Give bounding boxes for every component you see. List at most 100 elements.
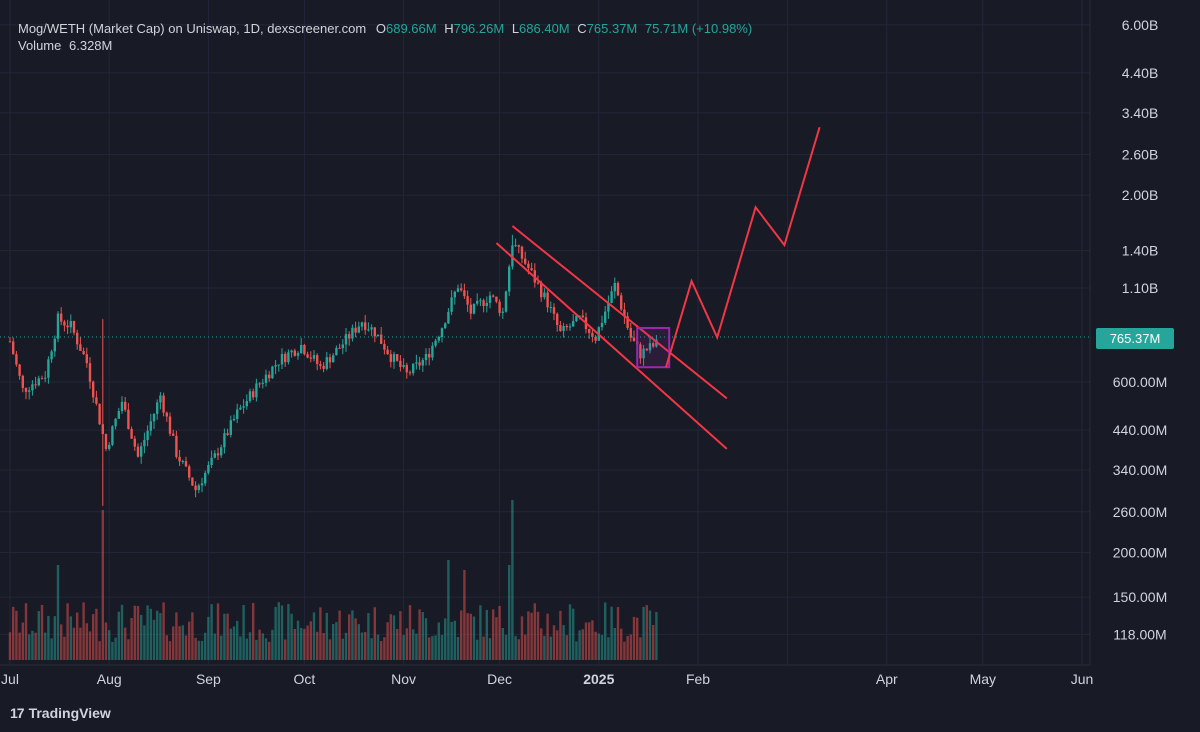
volume-bar bbox=[287, 604, 290, 660]
candle bbox=[309, 351, 312, 363]
x-tick-label: Jun bbox=[1071, 671, 1094, 687]
volume-bar bbox=[655, 611, 658, 660]
channel-line[interactable] bbox=[511, 225, 728, 400]
volume-bar bbox=[332, 623, 335, 660]
volume-bar bbox=[133, 605, 136, 660]
x-axis[interactable]: Jul Aug Sep Oct Nov Dec 2025 Feb Apr May Jun bbox=[0, 664, 1094, 687]
candle bbox=[92, 380, 95, 403]
volume-bar bbox=[271, 629, 274, 660]
candle bbox=[156, 399, 159, 420]
volume-bar bbox=[117, 611, 120, 660]
volume-bar bbox=[213, 633, 216, 660]
volume-bar bbox=[412, 629, 415, 660]
volume-bar bbox=[431, 636, 434, 660]
volume-label: Volume bbox=[18, 38, 62, 53]
candle bbox=[463, 283, 466, 299]
candle bbox=[559, 320, 562, 332]
volume-bar bbox=[389, 614, 392, 660]
candle bbox=[335, 345, 338, 356]
y-tick-label: 440.00M bbox=[1113, 422, 1167, 438]
candle bbox=[146, 425, 149, 447]
volume-bar bbox=[92, 614, 95, 660]
candle bbox=[255, 378, 258, 402]
candle bbox=[616, 281, 620, 297]
volume-bar bbox=[12, 606, 15, 660]
volume-bar bbox=[101, 510, 104, 660]
candle bbox=[207, 461, 210, 475]
candle bbox=[108, 442, 111, 451]
volume-bar bbox=[156, 610, 159, 660]
candle bbox=[367, 322, 370, 332]
candle bbox=[399, 355, 402, 372]
volume-bar bbox=[511, 500, 514, 660]
candle bbox=[165, 411, 168, 422]
candle bbox=[303, 343, 306, 356]
volume-bar bbox=[501, 627, 504, 660]
candle bbox=[296, 351, 300, 360]
volume-bar bbox=[79, 627, 82, 660]
candle bbox=[357, 321, 360, 334]
volume-bar bbox=[216, 603, 220, 660]
volume-bar bbox=[146, 605, 149, 660]
volume-bar bbox=[28, 634, 31, 660]
volume-bar bbox=[44, 632, 47, 660]
candle bbox=[620, 292, 623, 312]
volume-bar bbox=[18, 632, 21, 660]
tradingview-icon: 17 bbox=[10, 705, 25, 721]
candle bbox=[258, 382, 261, 388]
tradingview-logo[interactable]: 17 TradingView bbox=[10, 705, 111, 721]
volume-bar bbox=[8, 632, 12, 660]
volume-bar bbox=[648, 610, 652, 660]
candle bbox=[588, 328, 591, 339]
volume-bar bbox=[200, 640, 204, 660]
volume-bar bbox=[546, 613, 549, 660]
volume-bar bbox=[428, 637, 431, 660]
candle bbox=[66, 319, 69, 335]
candle bbox=[229, 415, 232, 438]
candle bbox=[344, 328, 348, 352]
channel-line[interactable] bbox=[495, 242, 728, 450]
candle bbox=[117, 407, 120, 419]
volume-bar bbox=[152, 619, 156, 660]
volume-bar bbox=[629, 634, 632, 660]
projection-path[interactable] bbox=[665, 126, 821, 368]
volume-bar bbox=[492, 609, 495, 660]
volume-bar bbox=[319, 607, 322, 660]
candle bbox=[56, 311, 60, 343]
candle bbox=[194, 481, 197, 498]
volume-bar bbox=[584, 622, 588, 660]
y-axis[interactable]: 6.00B 4.40B 3.40B 2.60B 2.00B 1.40B 1.10B 600.0… bbox=[1089, 0, 1167, 665]
consolidation-box[interactable] bbox=[636, 326, 671, 369]
candle bbox=[300, 337, 303, 354]
volume-bar bbox=[37, 611, 40, 660]
volume-bar bbox=[380, 641, 383, 660]
close-label: C bbox=[577, 21, 587, 36]
volume-bar bbox=[338, 610, 341, 660]
volume-bar bbox=[111, 641, 114, 660]
candle bbox=[626, 312, 629, 330]
candle bbox=[223, 428, 226, 454]
candle bbox=[232, 414, 236, 422]
low-value: 686.40M bbox=[519, 21, 570, 36]
volume-bar bbox=[284, 639, 287, 660]
volume-bar bbox=[21, 622, 24, 660]
candle bbox=[485, 296, 488, 313]
candle bbox=[376, 334, 380, 337]
volume-bar bbox=[178, 626, 181, 660]
volume-bar bbox=[168, 641, 172, 660]
volume-bar bbox=[72, 627, 76, 660]
candle bbox=[383, 339, 386, 355]
volume-bar bbox=[53, 616, 56, 660]
candle bbox=[319, 360, 322, 370]
volume-bar bbox=[95, 608, 98, 660]
symbol-title[interactable]: Mog/WETH (Market Cap) on Uniswap, 1D, de… bbox=[18, 21, 367, 36]
candle bbox=[421, 357, 424, 372]
legend: Mog/WETH (Market Cap) on Uniswap, 1D, de… bbox=[18, 19, 752, 39]
volume-bar bbox=[184, 635, 188, 660]
volume-bar bbox=[34, 632, 37, 660]
high-label: H bbox=[444, 21, 454, 36]
y-tick-label: 118.00M bbox=[1113, 626, 1166, 642]
volume-bar bbox=[604, 602, 607, 660]
candle bbox=[53, 335, 56, 357]
